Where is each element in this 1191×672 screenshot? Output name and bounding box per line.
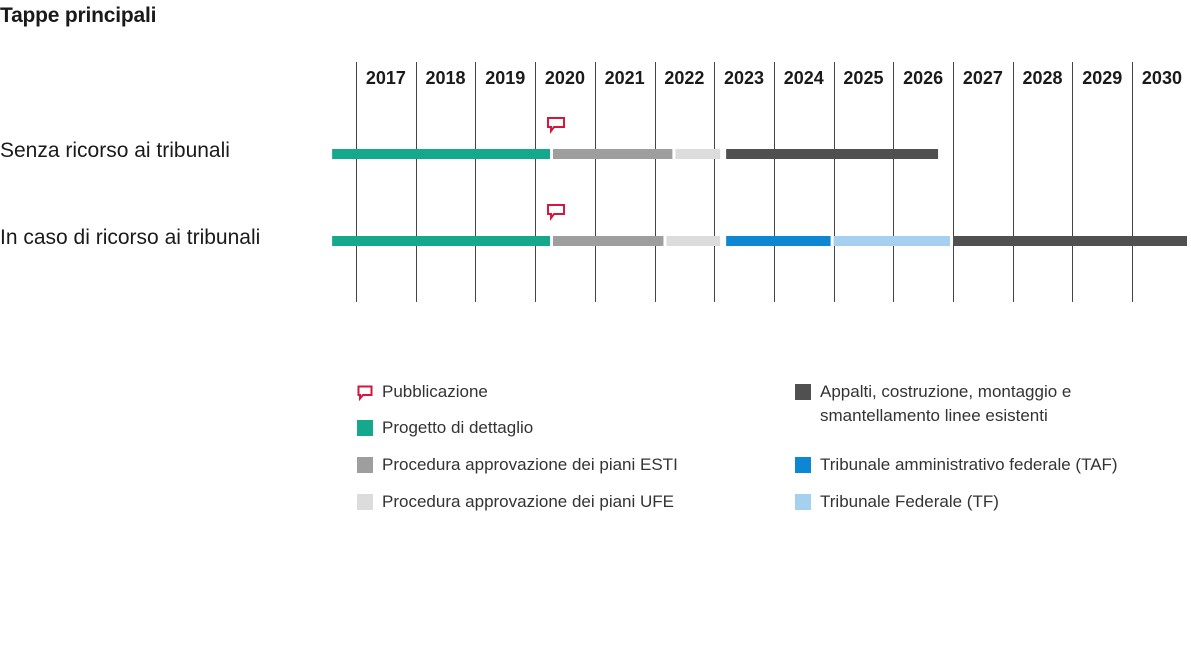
- publication-marker-icon: [547, 204, 566, 221]
- chart-title: Tappe principali: [0, 4, 157, 27]
- gantt-chart: 2017 2018 2019 2020 2021 2022 2023 2024 2025 2026…: [0, 62, 1188, 302]
- legend-swatch-progetto: [357, 420, 373, 436]
- year-label: 2025: [843, 68, 883, 88]
- row-label: In caso di ricorso ai tribunali: [0, 226, 260, 249]
- year-label: 2024: [784, 68, 824, 88]
- bar-progetto: [332, 149, 551, 159]
- year-label: 2023: [724, 68, 764, 88]
- legend-label-progetto: Progetto di dettaglio: [382, 418, 534, 437]
- bar-progetto: [332, 236, 551, 246]
- year-label: 2026: [903, 68, 943, 88]
- legend-swatch-taf: [795, 457, 811, 473]
- legend-item-appalti: Appalti, costruzione, montaggio e smante…: [795, 380, 1120, 428]
- year-label: 2027: [963, 68, 1003, 88]
- bar-ufe: [666, 236, 721, 246]
- bar-esti: [553, 149, 673, 159]
- bar-ufe: [675, 149, 721, 159]
- bar-taf: [726, 236, 831, 246]
- year-label: 2028: [1023, 68, 1063, 88]
- year-label: 2022: [664, 68, 704, 88]
- speech-bubble-icon: [357, 385, 373, 401]
- legend-item-publication: Pubblicazione: [357, 380, 488, 404]
- legend-label-publication: Pubblicazione: [382, 382, 488, 401]
- legend-swatch-ufe: [357, 494, 373, 510]
- year-label: 2029: [1082, 68, 1122, 88]
- year-label: 2018: [426, 68, 466, 88]
- year-label: 2019: [485, 68, 525, 88]
- bar-esti: [553, 236, 664, 246]
- bar-tf: [833, 236, 951, 246]
- year-label: 2021: [605, 68, 645, 88]
- year-label: 2030: [1142, 68, 1182, 88]
- bar-appalti: [726, 149, 939, 159]
- legend-item-tf: Tribunale Federale (TF): [795, 490, 999, 514]
- row-label: Senza ricorso ai tribunali: [0, 139, 230, 162]
- bar-appalti: [953, 236, 1188, 246]
- publication-marker-icon: [547, 117, 566, 134]
- legend-item-taf: Tribunale amministrativo federale (TAF): [795, 453, 1118, 477]
- year-label: 2017: [366, 68, 406, 88]
- legend-swatch-appalti: [795, 384, 811, 400]
- legend-label-ufe: Procedura approvazione dei piani UFE: [382, 492, 675, 511]
- legend-label-taf: Tribunale amministrativo federale (TAF): [820, 455, 1118, 474]
- legend-label-appalti: Appalti, costruzione, montaggio e smante…: [820, 382, 1072, 425]
- legend-item-progetto: Progetto di dettaglio: [357, 416, 533, 440]
- legend-swatch-esti: [357, 457, 373, 473]
- legend-swatch-tf: [795, 494, 811, 510]
- legend-label-tf: Tribunale Federale (TF): [820, 492, 999, 511]
- legend-item-ufe: Procedura approvazione dei piani UFE: [357, 490, 674, 514]
- legend-item-esti: Procedura approvazione dei piani ESTI: [357, 453, 678, 477]
- legend-label-esti: Procedura approvazione dei piani ESTI: [382, 455, 678, 474]
- year-label: 2020: [545, 68, 585, 88]
